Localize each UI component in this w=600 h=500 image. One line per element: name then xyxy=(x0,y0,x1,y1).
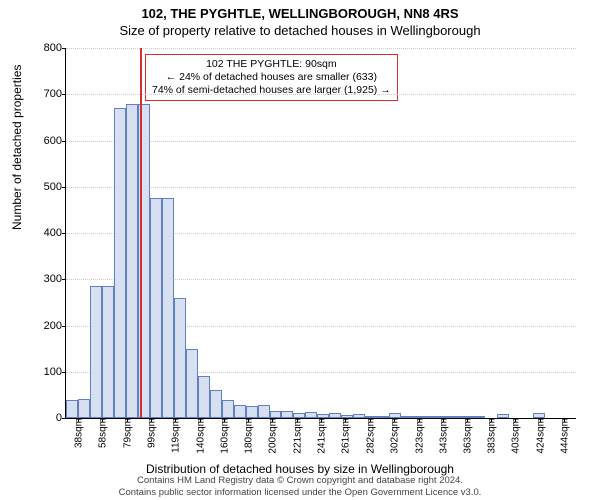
histogram-bar xyxy=(234,405,246,418)
plot-area: 102 THE PYGHTLE: 90sqm ← 24% of detached… xyxy=(65,48,576,419)
ytick-label: 600 xyxy=(44,135,66,147)
ytick-label: 0 xyxy=(56,412,66,424)
xtick-label: 403sqm xyxy=(508,418,521,454)
xtick-label: 261sqm xyxy=(338,418,351,454)
xtick-label: 383sqm xyxy=(485,418,498,454)
annotation-line-3: 74% of semi-detached houses are larger (… xyxy=(152,84,391,97)
xtick-label: 343sqm xyxy=(437,418,450,454)
gridline xyxy=(66,48,576,49)
x-axis-label: Distribution of detached houses by size … xyxy=(0,462,600,476)
xtick-label: 424sqm xyxy=(534,418,547,454)
xtick-label: 200sqm xyxy=(265,418,278,454)
chart-container: 102, THE PYGHTLE, WELLINGBOROUGH, NN8 4R… xyxy=(0,0,600,500)
xtick-label: 363sqm xyxy=(461,418,474,454)
ytick-label: 400 xyxy=(44,227,66,239)
annotation-line-2: ← 24% of detached houses are smaller (63… xyxy=(152,71,391,84)
xtick-label: 180sqm xyxy=(241,418,254,454)
xtick-label: 38sqm xyxy=(71,418,84,448)
annotation-line-1: 102 THE PYGHTLE: 90sqm xyxy=(152,58,391,71)
histogram-bar xyxy=(114,108,126,418)
gridline xyxy=(66,94,576,95)
histogram-bar xyxy=(497,414,509,418)
histogram-bar xyxy=(210,390,222,418)
footer-line-1: Contains HM Land Registry data © Crown c… xyxy=(0,475,600,486)
histogram-bar xyxy=(246,406,258,418)
chart-title-2: Size of property relative to detached ho… xyxy=(0,21,600,38)
xtick-label: 282sqm xyxy=(364,418,377,454)
xtick-label: 323sqm xyxy=(413,418,426,454)
xtick-label: 58sqm xyxy=(95,418,108,448)
chart-title-1: 102, THE PYGHTLE, WELLINGBOROUGH, NN8 4R… xyxy=(0,0,600,21)
xtick-label: 160sqm xyxy=(218,418,231,454)
ytick-label: 700 xyxy=(44,88,66,100)
histogram-bar xyxy=(198,376,210,418)
marker-line xyxy=(140,48,142,418)
histogram-bar xyxy=(90,286,102,418)
histogram-bar xyxy=(102,286,114,418)
histogram-bar xyxy=(162,198,174,418)
histogram-bar xyxy=(449,416,461,418)
ytick-label: 100 xyxy=(44,366,66,378)
xtick-label: 79sqm xyxy=(121,418,134,448)
histogram-bar xyxy=(186,349,198,418)
histogram-bar xyxy=(150,198,162,418)
histogram-bar xyxy=(270,411,282,418)
histogram-bar xyxy=(78,399,90,418)
xtick-label: 221sqm xyxy=(291,418,304,454)
ytick-label: 500 xyxy=(44,181,66,193)
histogram-bar xyxy=(222,400,234,418)
xtick-label: 119sqm xyxy=(168,418,181,453)
xtick-label: 302sqm xyxy=(388,418,401,454)
histogram-bar xyxy=(401,416,413,418)
xtick-label: 444sqm xyxy=(558,418,571,454)
xtick-label: 99sqm xyxy=(145,418,158,448)
histogram-bar xyxy=(281,411,293,418)
footer-line-2: Contains public sector information licen… xyxy=(0,487,600,498)
ytick-label: 800 xyxy=(44,42,66,54)
histogram-bar xyxy=(473,416,485,418)
histogram-bar xyxy=(126,104,138,419)
histogram-bar xyxy=(258,405,270,418)
xtick-label: 241sqm xyxy=(315,418,328,454)
ytick-label: 300 xyxy=(44,273,66,285)
ytick-label: 200 xyxy=(44,320,66,332)
xtick-label: 140sqm xyxy=(194,418,207,454)
y-axis-label: Number of detached properties xyxy=(10,65,24,230)
footer-attribution: Contains HM Land Registry data © Crown c… xyxy=(0,475,600,498)
histogram-bar xyxy=(66,400,78,419)
histogram-bar xyxy=(174,298,186,418)
histogram-bar xyxy=(425,416,437,418)
